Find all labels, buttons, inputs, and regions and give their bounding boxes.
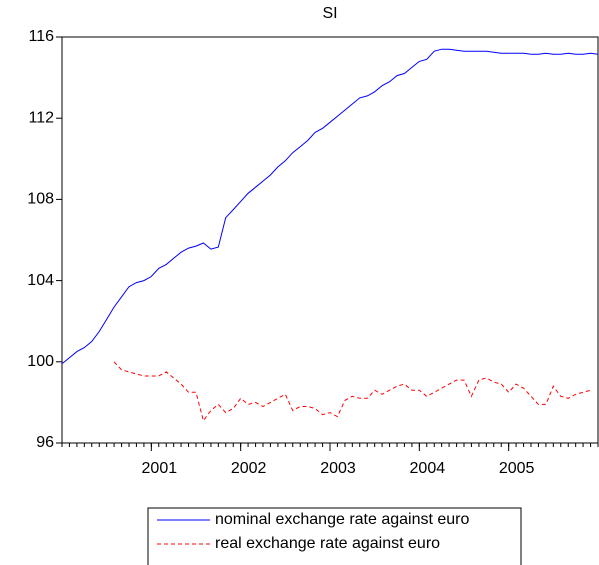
x-tick-label: 2001 [142,460,178,477]
y-tick-label: 112 [28,109,54,126]
x-tick-label: 2005 [499,460,535,477]
y-tick-label: 100 [27,353,54,370]
x-tick-label: 2002 [231,460,267,477]
x-tick-label: 2004 [410,460,446,477]
y-tick-label: 116 [28,28,54,45]
series-line [61,48,599,365]
y-tick-label: 104 [27,272,54,289]
y-tick-label: 108 [27,191,54,208]
plot-frame [61,36,599,444]
x-tick-label: 2003 [320,460,356,477]
series-line [113,361,591,422]
legend-label: nominal exchange rate against euro [215,511,469,528]
legend-label: real exchange rate against euro [215,535,440,552]
legend-box [147,507,522,565]
y-tick-label: 96 [36,434,54,451]
chart-title: SI [322,5,337,22]
